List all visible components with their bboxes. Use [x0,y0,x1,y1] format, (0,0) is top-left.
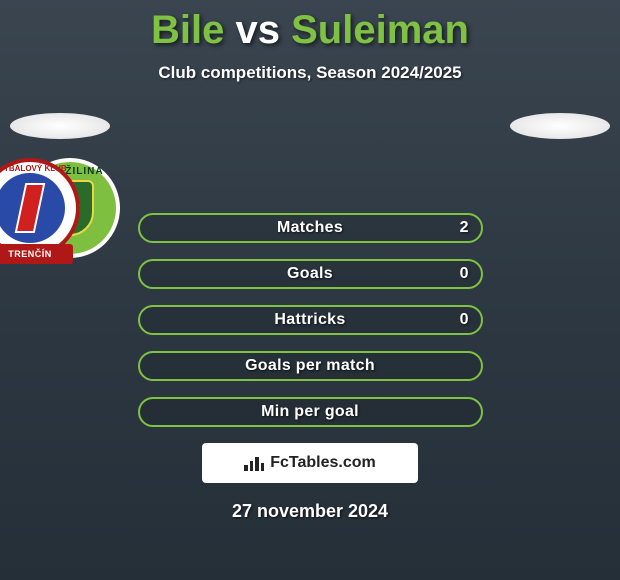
club-right-ring-text: FUTBALOVÝ KLUB [0,164,76,173]
player2-name: Suleiman [291,8,469,52]
vs-text: vs [236,8,281,52]
stat-row-matches: Matches 2 [138,213,483,243]
fctables-text: FcTables.com [270,454,376,472]
stat-label: Goals [287,265,333,283]
content-area: MŠK ŽILINA ✚ FUTBALOVÝ KLUB TRENČÍN Matc… [0,113,620,522]
stat-label: Goals per match [245,357,375,375]
stat-label: Min per goal [261,403,359,421]
stat-rows: Matches 2 Goals 0 Hattricks 0 Goals per … [138,213,483,427]
subtitle: Club competitions, Season 2024/2025 [0,63,620,83]
stat-right-value: 0 [460,265,469,283]
stat-label: Hattricks [274,311,345,329]
page-title: Bile vs Suleiman [0,0,620,53]
player1-avatar-placeholder [10,113,110,139]
stat-row-goals: Goals 0 [138,259,483,289]
stat-label: Matches [277,219,343,237]
stat-row-goals-per-match: Goals per match [138,351,483,381]
player2-avatar-placeholder [510,113,610,139]
player1-name: Bile [151,8,224,52]
stat-row-hattricks: Hattricks 0 [138,305,483,335]
club-right-sash: TRENČÍN [0,244,73,264]
club-right-inner [0,173,65,243]
date-text: 27 november 2024 [0,501,620,522]
stat-right-value: 0 [460,311,469,329]
bar-chart-icon [244,455,264,471]
stat-row-min-per-goal: Min per goal [138,397,483,427]
stat-right-value: 2 [460,219,469,237]
fctables-badge[interactable]: FcTables.com [202,443,418,483]
club-right-bar-icon [15,183,46,233]
